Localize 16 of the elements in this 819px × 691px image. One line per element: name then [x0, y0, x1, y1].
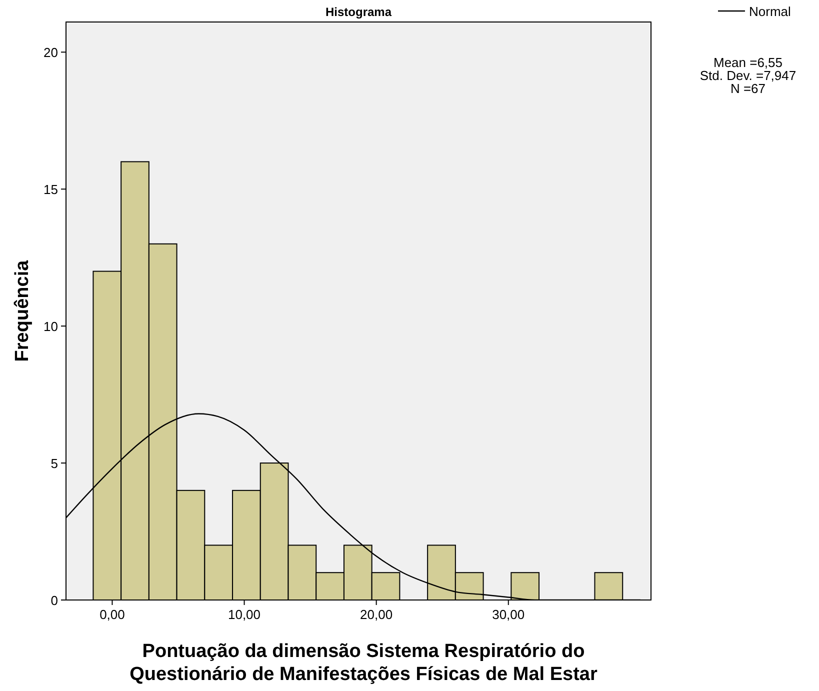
- y-tick-label: 10: [44, 319, 58, 334]
- y-tick-label: 15: [44, 182, 58, 198]
- x-tick-label: 30,00: [492, 607, 525, 622]
- x-tick-label: 10,00: [228, 607, 261, 622]
- y-tick-label: 20: [44, 45, 58, 60]
- chart-title: Histograma: [325, 5, 392, 19]
- x-axis-title: Pontuação da dimensão Sistema Respiratório do Questionário de Manifestações Físicas de Mal Estar: [130, 641, 598, 685]
- y-axis-title: Frequência: [12, 260, 33, 362]
- text: Std. Dev. =7,947: [700, 68, 796, 83]
- text: N =67: [730, 81, 766, 96]
- legend-label: Normal: [749, 4, 792, 19]
- text: Mean =6,55: [713, 55, 783, 70]
- x-tick-label: 20,00: [360, 607, 393, 622]
- y-tick-label: 5: [50, 456, 58, 472]
- y-tick-label: 0: [50, 593, 58, 608]
- x-tick-label: 0,00: [100, 607, 125, 622]
